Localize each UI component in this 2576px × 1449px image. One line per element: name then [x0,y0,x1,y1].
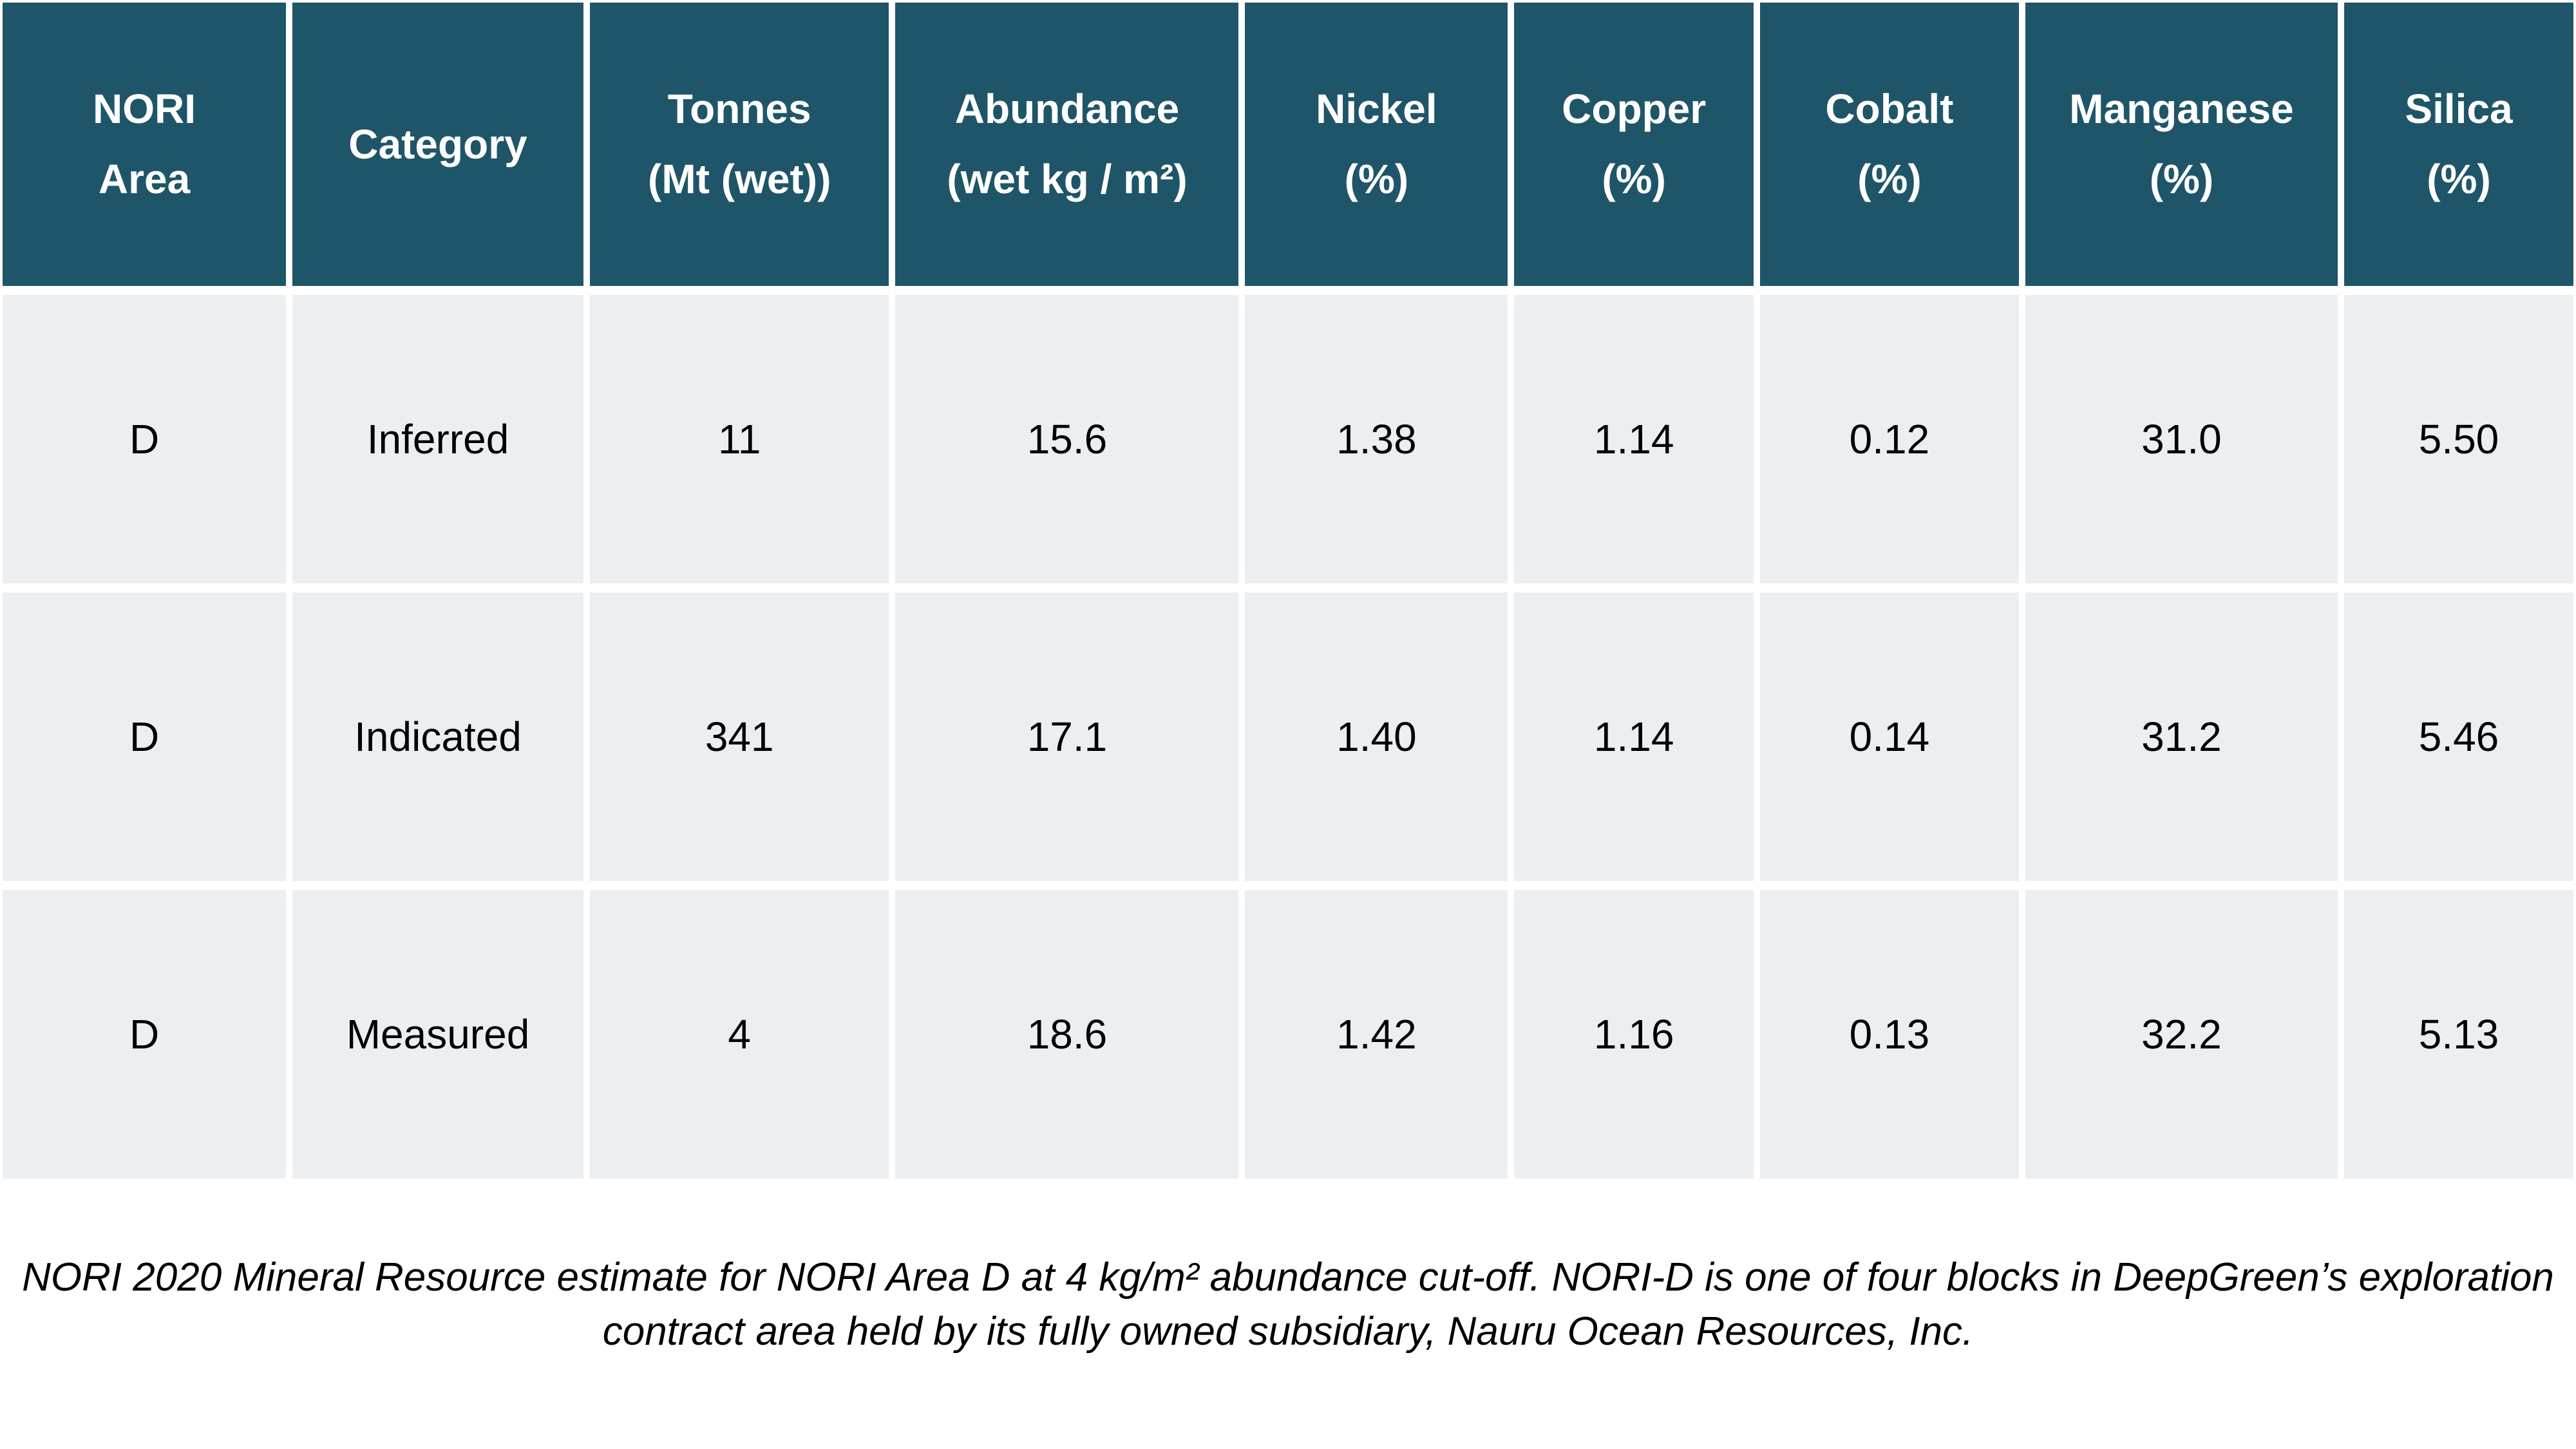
header-line: NORI [93,86,196,133]
header-cell-silica: Silica (%) [2344,3,2573,286]
cell-nickel: 1.42 [1245,890,1508,1179]
header-line: (%) [2427,156,2491,202]
cell-category: Measured [292,890,583,1179]
header-line: Silica [2405,86,2513,133]
header-cell-cobalt: Cobalt (%) [1759,3,2019,286]
cell-silica: 5.50 [2344,295,2573,583]
header-cell-copper: Copper (%) [1514,3,1754,286]
header-cell-nickel: Nickel (%) [1245,3,1508,286]
cell-abundance: 17.1 [895,592,1239,881]
header-line: (%) [1344,156,1409,202]
header-cell-category: Category [292,3,583,286]
cell-silica: 5.46 [2344,592,2573,881]
cell-silica: 5.13 [2344,890,2573,1179]
header-line: Nickel [1316,86,1437,133]
cell-manganese: 32.2 [2025,890,2338,1179]
header-line: (%) [1602,156,1666,202]
header-line: Abundance [954,86,1180,133]
header-line: Cobalt [1825,86,1954,133]
cell-area: D [3,592,287,881]
cell-nickel: 1.38 [1245,295,1508,583]
cell-area: D [3,890,287,1179]
cell-copper: 1.14 [1514,592,1754,881]
cell-cobalt: 0.14 [1759,592,2019,881]
cell-category: Indicated [292,592,583,881]
cell-manganese: 31.2 [2025,592,2338,881]
mineral-resource-table: NORI Area Category Tonnes (Mt (wet)) Abu… [3,3,2573,1179]
cell-abundance: 15.6 [895,295,1239,583]
header-line: Area [98,156,191,202]
cell-tonnes: 11 [589,295,889,583]
header-cell-abundance: Abundance (wet kg / m²) [895,3,1239,286]
cell-nickel: 1.40 [1245,592,1508,881]
cell-category: Inferred [292,295,583,583]
header-line: (wet kg / m²) [947,156,1188,202]
header-cell-tonnes: Tonnes (Mt (wet)) [589,3,889,286]
table-caption: NORI 2020 Mineral Resource estimate for … [22,1255,2554,1354]
header-line: (%) [1857,156,1922,202]
cell-cobalt: 0.12 [1759,295,2019,583]
cell-copper: 1.16 [1514,890,1754,1179]
header-line: (Mt (wet)) [648,156,831,202]
cell-manganese: 31.0 [2025,295,2338,583]
cell-cobalt: 0.13 [1759,890,2019,1179]
header-line: Tonnes [667,86,811,133]
header-cell-manganese: Manganese (%) [2025,3,2338,286]
cell-area: D [3,295,287,583]
cell-tonnes: 341 [589,592,889,881]
header-line: Copper [1562,86,1707,133]
cell-copper: 1.14 [1514,295,1754,583]
header-cell-nori-area: NORI Area [3,3,287,286]
header-line: Manganese [2069,86,2294,133]
header-line: Category [348,120,527,167]
cell-tonnes: 4 [589,890,889,1179]
cell-abundance: 18.6 [895,890,1239,1179]
header-line: (%) [2149,156,2214,202]
